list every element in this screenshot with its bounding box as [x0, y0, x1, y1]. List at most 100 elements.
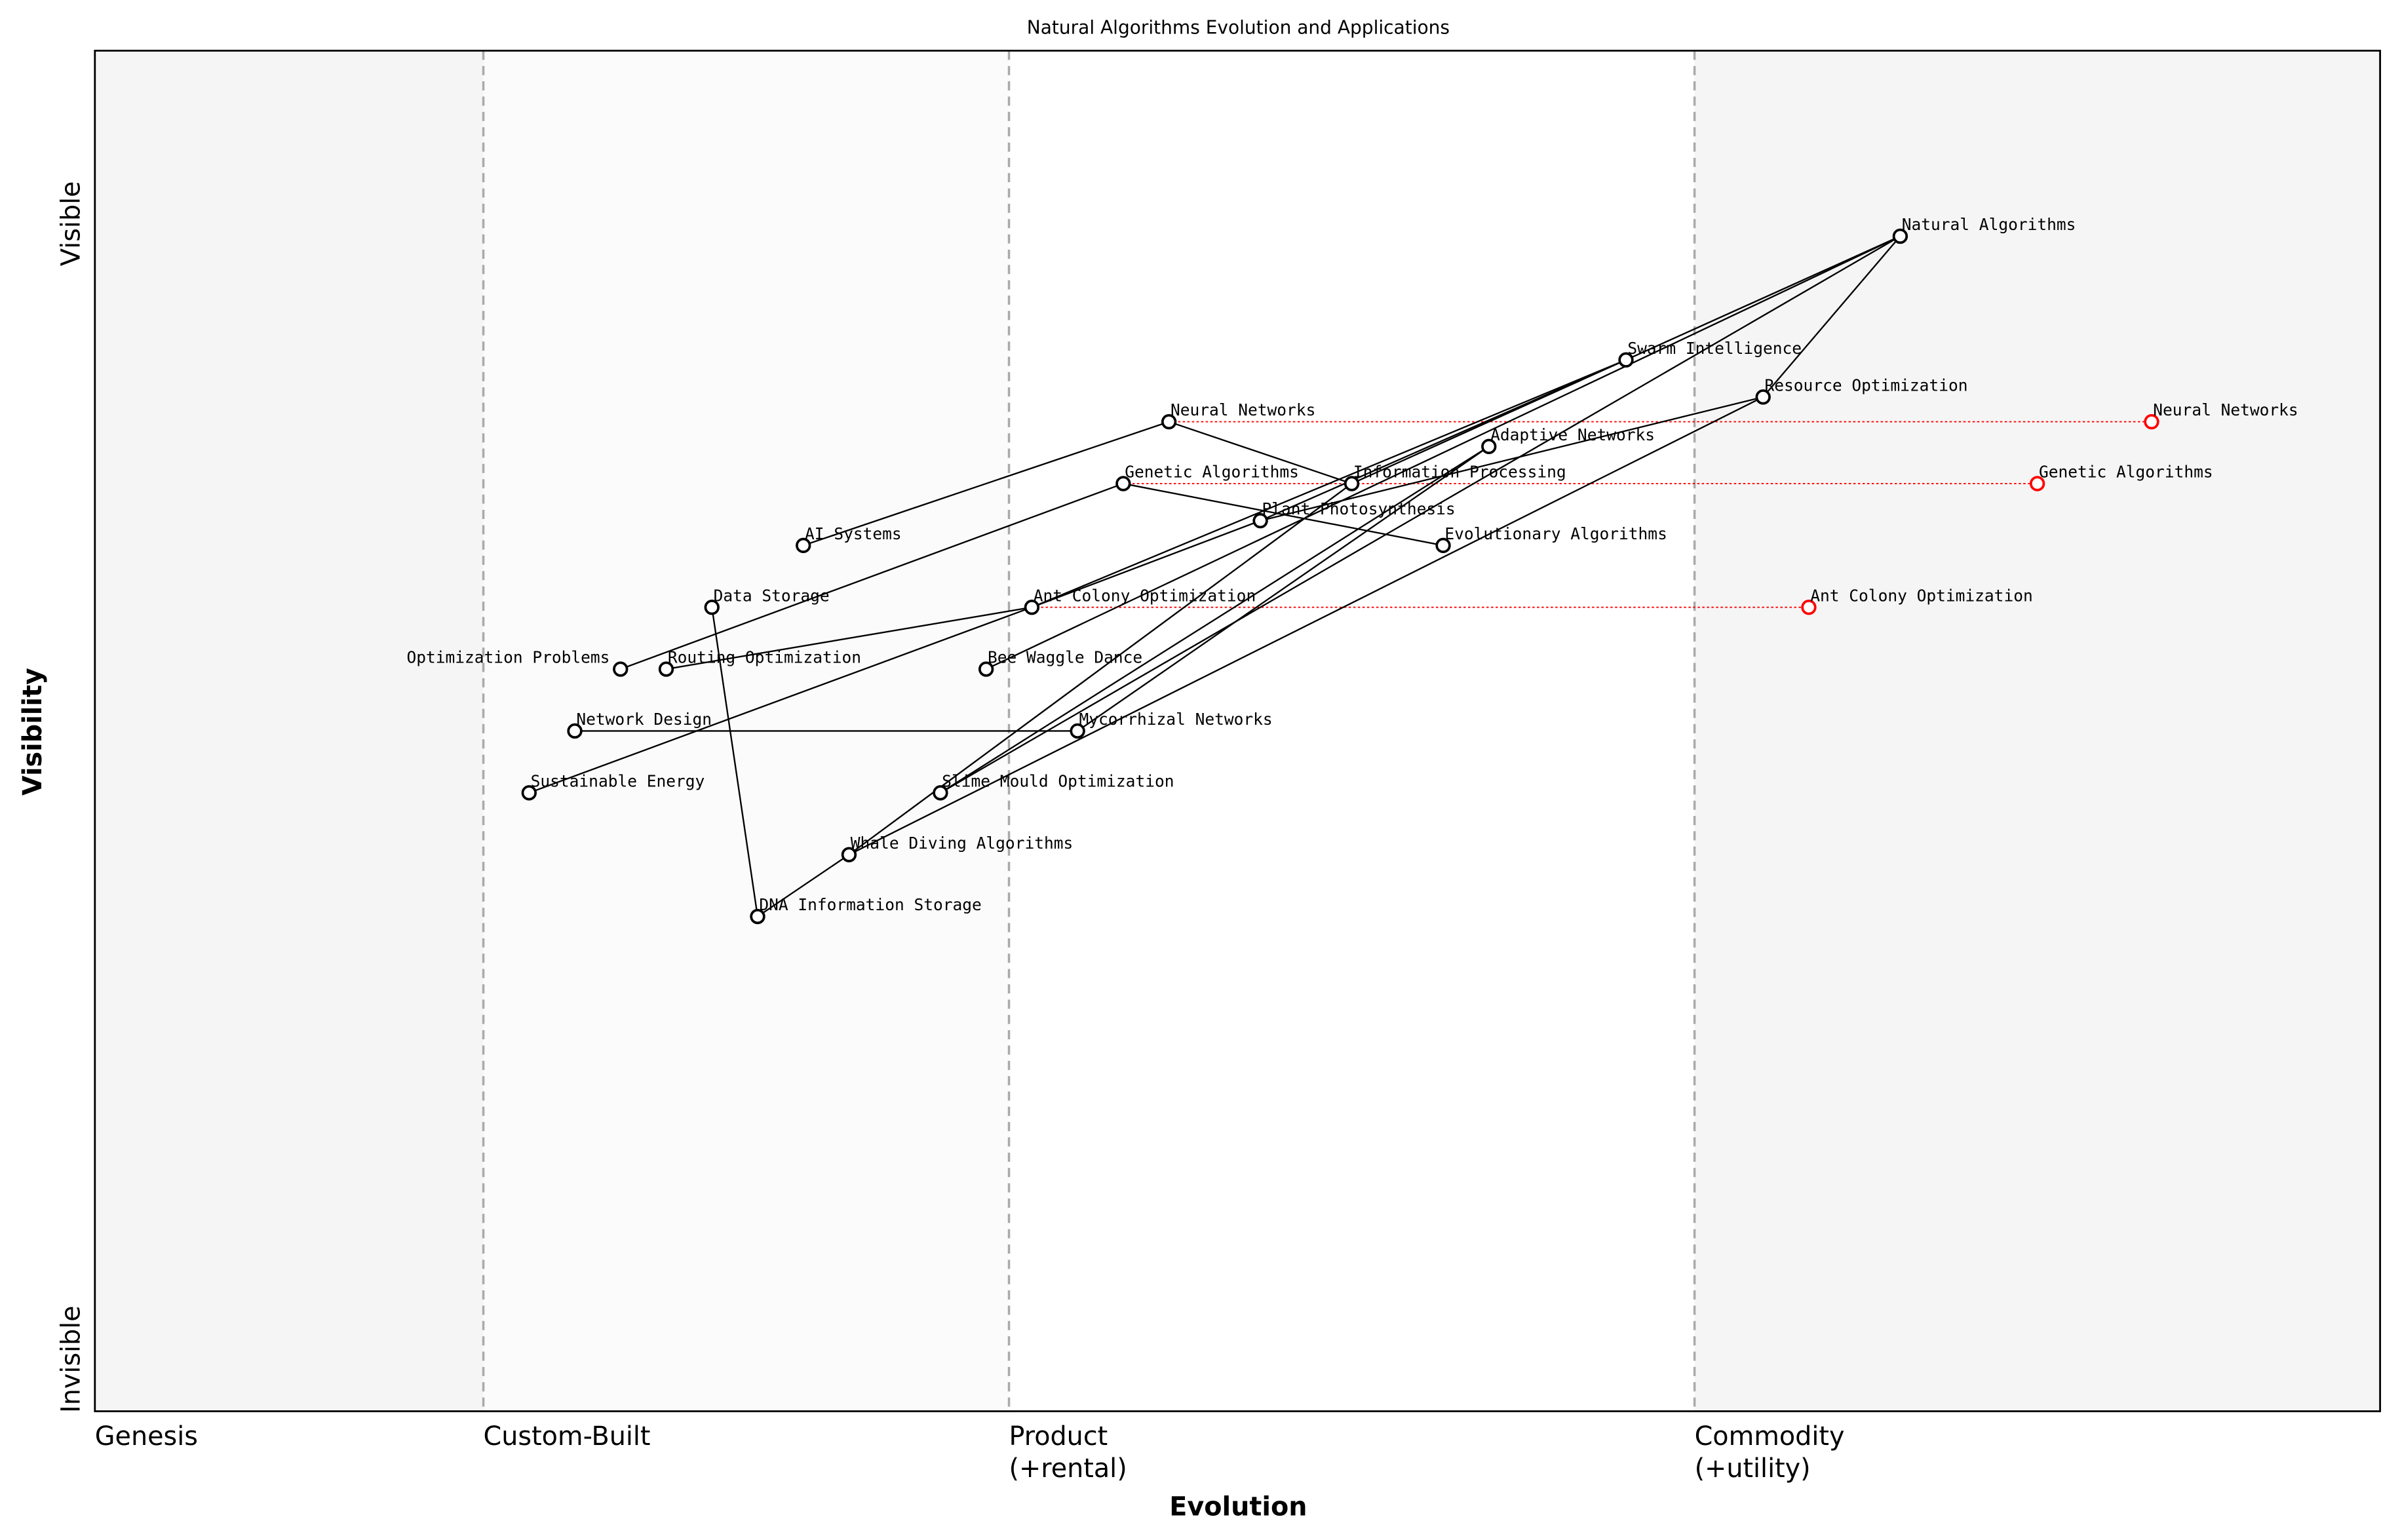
component-node[interactable] — [1435, 537, 1451, 554]
stage-label-product: Product — [1009, 1421, 1108, 1452]
component-label: Plant Photosynthesis — [1262, 499, 1455, 518]
component-label: Data Storage — [714, 586, 830, 605]
component-label: Optimization Problems — [406, 648, 610, 667]
component-genetic-algorithms[interactable]: Genetic Algorithms — [1115, 463, 1299, 491]
link-resource-optimization-to-whale-diving-algorithms — [848, 396, 1764, 856]
component-information-processing[interactable]: Information Processing — [1344, 463, 1566, 491]
component-label: Neural Networks — [1171, 400, 1315, 419]
component-node[interactable] — [613, 661, 629, 677]
component-label: Bee Waggle Dance — [988, 648, 1142, 667]
component-node[interactable] — [1892, 228, 1908, 244]
component-node[interactable] — [796, 537, 811, 554]
evolved-node[interactable] — [2144, 414, 2159, 430]
plot-frame — [94, 49, 2382, 1412]
link-genetic-algorithms-to-optimization-problems — [620, 482, 1124, 670]
component-bee-waggle-dance[interactable]: Bee Waggle Dance — [978, 648, 1142, 677]
component-natural-algorithms[interactable]: Natural Algorithms — [1892, 215, 2076, 244]
y-label-invisible: Invisible — [56, 1305, 86, 1413]
component-label: Routing Optimization — [668, 648, 861, 667]
component-node[interactable] — [521, 785, 537, 801]
component-node[interactable] — [1755, 389, 1771, 405]
component-routing-optimization[interactable]: Routing Optimization — [658, 648, 861, 677]
component-label: Information Processing — [1353, 463, 1566, 482]
stage-bg-genesis — [94, 50, 484, 1412]
component-label: Network Design — [576, 710, 712, 729]
component-neural-networks[interactable]: Neural Networks — [1161, 400, 1316, 430]
stage-label-genesis: Genesis — [95, 1421, 198, 1452]
x-axis-title: Evolution — [1169, 1492, 1307, 1522]
link-neural-networks-to-ai-systems — [803, 421, 1169, 547]
y-label-visible: Visible — [56, 181, 86, 266]
link-resource-optimization-to-plant-photosynthesis — [1260, 396, 1764, 522]
component-label: AI Systems — [805, 524, 902, 543]
evolved-component-genetic-algorithms[interactable]: Genetic Algorithms — [2029, 463, 2213, 491]
link-neural-networks-to-information-processing — [1169, 421, 1352, 485]
component-network-design[interactable]: Network Design — [567, 710, 712, 739]
stage-label-commodity: Commodity — [1695, 1421, 1845, 1452]
component-evolutionary-algorithms[interactable]: Evolutionary Algorithms — [1435, 524, 1667, 554]
component-node[interactable] — [704, 600, 720, 615]
link-genetic-algorithms-to-evolutionary-algorithms — [1123, 482, 1444, 547]
link-ant-colony-optimization-to-routing-optimization — [666, 606, 1032, 670]
component-node[interactable] — [658, 661, 674, 677]
component-node[interactable] — [1024, 600, 1040, 615]
component-plant-photosynthesis[interactable]: Plant Photosynthesis — [1252, 499, 1456, 529]
stage-bg-product — [1009, 50, 1695, 1412]
component-node[interactable] — [1344, 476, 1360, 491]
evolved-label: Genetic Algorithms — [2039, 463, 2213, 482]
stage-sublabel-product: (+rental) — [1009, 1453, 1127, 1484]
component-label: Swarm Intelligence — [1627, 339, 1802, 358]
component-mycorrhizal-networks[interactable]: Mycorrhizal Networks — [1070, 710, 1273, 739]
y-axis-title: Visibility — [18, 668, 48, 796]
evolved-node[interactable] — [1801, 600, 1817, 615]
evolved-label: Ant Colony Optimization — [1810, 586, 2032, 605]
component-node[interactable] — [933, 785, 948, 801]
link-natural-algorithms-to-swarm-intelligence — [1625, 235, 1901, 361]
component-label: Whale Diving Algorithms — [851, 834, 1073, 853]
component-whale-diving-algorithms[interactable]: Whale Diving Algorithms — [841, 834, 1074, 862]
component-label: Mycorrhizal Networks — [1079, 710, 1272, 729]
component-label: Sustainable Energy — [531, 771, 705, 790]
stage-bg-commodity — [1694, 50, 2380, 1412]
component-node[interactable] — [841, 847, 857, 862]
component-adaptive-networks[interactable]: Adaptive Networks — [1481, 425, 1655, 455]
link-dna-information-storage-to-whale-diving-algorithms — [757, 854, 850, 917]
component-node[interactable] — [1161, 414, 1177, 430]
component-node[interactable] — [1618, 352, 1634, 368]
component-optimization-problems[interactable]: Optimization Problems — [406, 648, 629, 677]
component-swarm-intelligence[interactable]: Swarm Intelligence — [1618, 339, 1802, 368]
component-node[interactable] — [1252, 512, 1268, 529]
stage-labels: Genesis Custom-Built Product(+rental) Commo… — [95, 1421, 1845, 1484]
evolved-component-ant-colony-optimization[interactable]: Ant Colony Optimization — [1801, 586, 2033, 615]
component-node[interactable] — [978, 661, 994, 677]
link-adaptive-networks-to-mycorrhizal-networks — [1077, 446, 1490, 732]
component-label: Evolutionary Algorithms — [1444, 524, 1667, 543]
component-ant-colony-optimization[interactable]: Ant Colony Optimization — [1024, 586, 1256, 615]
component-slime-mould-optimization[interactable]: Slime Mould Optimization — [933, 771, 1174, 801]
component-resource-optimization[interactable]: Resource Optimization — [1755, 375, 1968, 405]
component-label: Natural Algorithms — [1902, 215, 2076, 234]
evolved-label: Neural Networks — [2153, 400, 2298, 419]
dependency-links — [528, 235, 1901, 917]
evolved-component-neural-networks[interactable]: Neural Networks — [2144, 400, 2298, 430]
link-data-storage-to-dna-information-storage — [711, 607, 759, 917]
component-node[interactable] — [750, 908, 765, 925]
link-swarm-intelligence-to-information-processing — [1351, 359, 1627, 485]
component-node[interactable] — [1070, 723, 1085, 739]
component-node[interactable] — [1481, 438, 1497, 455]
component-ai-systems[interactable]: AI Systems — [796, 524, 902, 554]
component-label: Resource Optimization — [1765, 375, 1968, 395]
link-natural-algorithms-to-slime-mould-optimization — [940, 235, 1901, 794]
component-label: Adaptive Networks — [1490, 425, 1655, 444]
link-ant-colony-optimization-to-plant-photosynthesis — [1031, 520, 1261, 608]
evolved-node[interactable] — [2029, 476, 2045, 491]
component-node[interactable] — [1115, 476, 1131, 491]
component-dna-information-storage[interactable]: DNA Information Storage — [750, 895, 982, 925]
component-node[interactable] — [567, 723, 583, 739]
component-label: Genetic Algorithms — [1125, 463, 1299, 482]
component-sustainable-energy[interactable]: Sustainable Energy — [521, 771, 705, 801]
link-ant-colony-optimization-to-sustainable-energy — [528, 606, 1032, 794]
stage-sublabel-commodity: (+utility) — [1695, 1453, 1811, 1484]
component-data-storage[interactable]: Data Storage — [704, 586, 830, 615]
